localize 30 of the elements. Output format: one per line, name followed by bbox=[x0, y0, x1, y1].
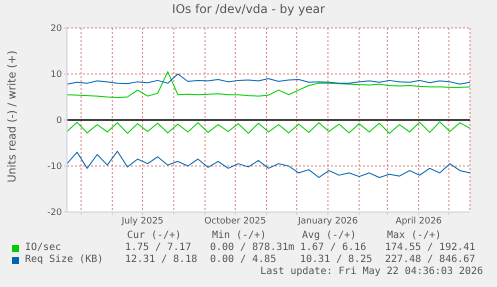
text: 1.75 / 7.17 bbox=[125, 242, 192, 254]
y-axis-title: Units read (-) / write (+) bbox=[6, 49, 18, 185]
y-tick-label: 0 bbox=[56, 116, 62, 126]
chart-title: IOs for /dev/vda - by year bbox=[171, 2, 326, 16]
text: 0.00 / 4.85 bbox=[210, 254, 276, 266]
x-tick-label: April 2026 bbox=[395, 216, 442, 226]
x-tick-label: July 2025 bbox=[120, 216, 164, 226]
text: 174.55 / 192.41 bbox=[385, 242, 476, 254]
x-tick-label: January 2026 bbox=[296, 216, 358, 226]
x-tick-label: October 2025 bbox=[204, 216, 266, 226]
y-tick-label: 10 bbox=[50, 70, 62, 80]
text: Min (-/+) bbox=[212, 230, 266, 242]
text: Last update: Fri May 22 04:36:03 2026 bbox=[259, 266, 484, 278]
line-series bbox=[67, 71, 470, 98]
legend-label: IO/sec bbox=[25, 242, 62, 254]
line-series bbox=[67, 74, 470, 85]
text: 12.31 / 8.18 bbox=[125, 254, 198, 266]
y-tick-label: -10 bbox=[47, 162, 62, 172]
y-tick-label: -20 bbox=[47, 208, 62, 218]
text: Cur (-/+) bbox=[127, 230, 182, 242]
text: 1.67 / 6.16 bbox=[300, 242, 366, 254]
legend-label: Req Size (KB) bbox=[25, 254, 104, 266]
line-series bbox=[67, 150, 470, 178]
text: Avg (-/+) bbox=[302, 230, 356, 242]
text: 227.48 / 846.67 bbox=[385, 254, 476, 266]
y-tick-label: 20 bbox=[50, 24, 62, 34]
text: 10.31 / 8.25 bbox=[300, 254, 372, 266]
text: 0.00 / 878.31m bbox=[210, 242, 294, 254]
text: Max (-/+) bbox=[387, 230, 442, 242]
line-series bbox=[67, 121, 470, 134]
